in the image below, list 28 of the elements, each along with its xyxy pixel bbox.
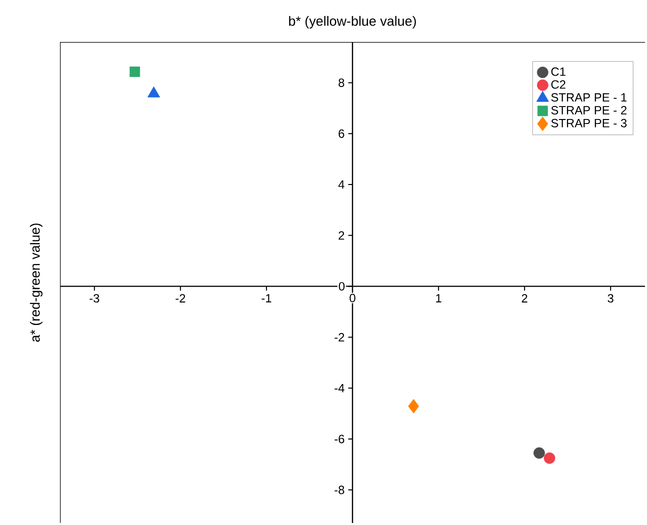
y-tick-label: 4 <box>338 180 344 189</box>
x-tick-label: -1 <box>262 294 272 302</box>
x-tick-label: 2 <box>522 294 528 302</box>
y-tick-label: -4 <box>334 384 344 392</box>
y-tick-label: 2 <box>338 231 344 240</box>
legend-label: STRAP PE - 2 <box>551 106 626 114</box>
point <box>148 86 160 98</box>
chart-title: b* (yellow-blue value) <box>289 16 416 29</box>
x-tick-label: 3 <box>608 294 614 303</box>
y-tick-label: 0 <box>338 282 345 291</box>
y-tick-label: 6 <box>338 129 344 138</box>
x-tick-label: -2 <box>176 294 186 302</box>
point <box>130 66 140 77</box>
legend-label: STRAP PE - 1 <box>551 93 627 102</box>
y-tick-label: -6 <box>334 434 344 444</box>
point <box>408 398 420 414</box>
y-tick-label: -2 <box>334 333 344 342</box>
point <box>533 447 545 459</box>
point <box>544 452 556 464</box>
legend-label: C2 <box>551 80 566 89</box>
y-tick-label: 8 <box>338 78 344 87</box>
x-tick-label: -3 <box>90 294 100 303</box>
y-tick-label: -8 <box>334 486 344 494</box>
legend-label: STRAP PE - 3 <box>551 118 627 128</box>
x-tick-label: 0 <box>350 294 356 302</box>
y-axis-title: a* (red-green value) <box>30 224 42 342</box>
legend-label: C1 <box>551 67 566 76</box>
x-tick-label: 1 <box>436 294 442 302</box>
